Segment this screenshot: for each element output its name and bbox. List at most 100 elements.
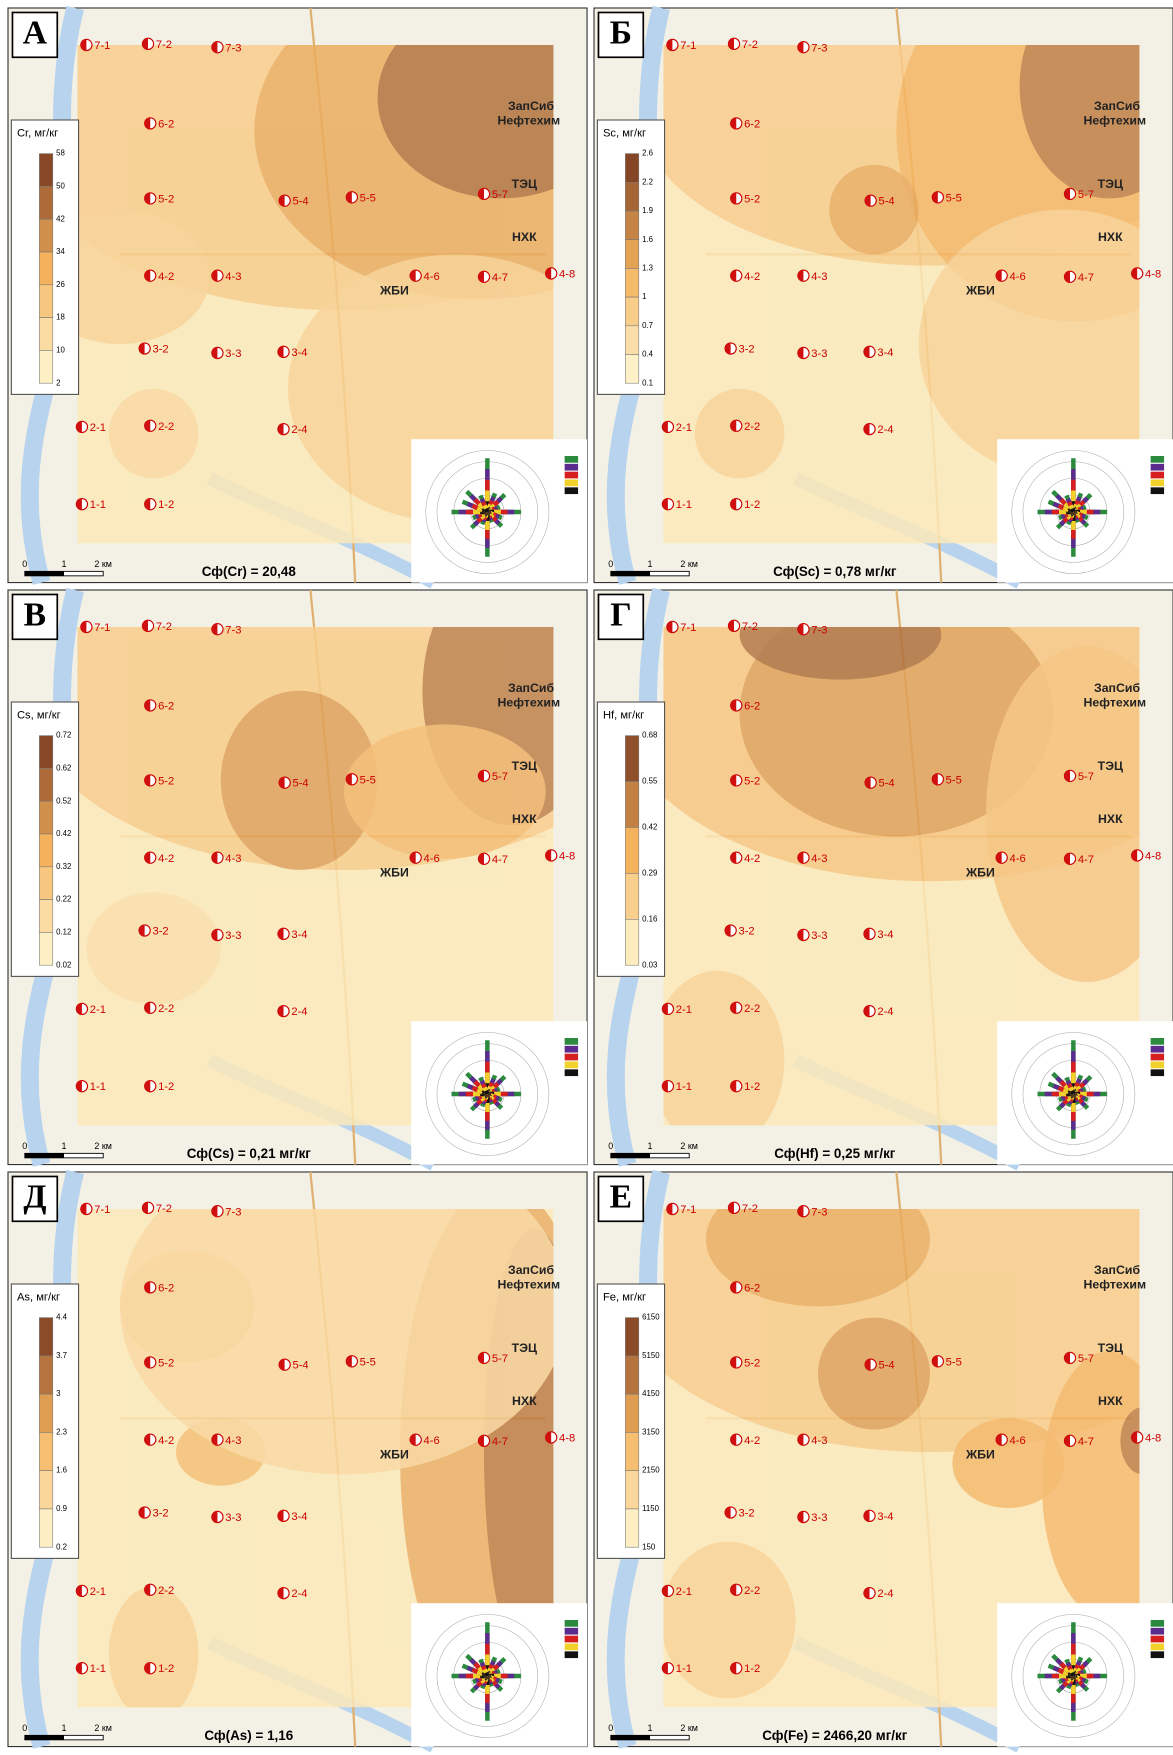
place-label: НХК	[1098, 1394, 1123, 1408]
sample-label: 1-1	[90, 1081, 106, 1093]
sample-label: 1-1	[90, 1663, 106, 1675]
legend-swatch	[625, 1318, 638, 1356]
sample-label: 3-3	[225, 1512, 241, 1524]
sample-label: 5-4	[878, 196, 894, 208]
wind-legend-swatch	[565, 472, 578, 479]
legend-tick: 2.2	[642, 177, 653, 186]
sample-label: 7-3	[811, 624, 827, 636]
sample-label: 6-2	[158, 118, 174, 130]
legend-swatch	[39, 1509, 52, 1547]
legend-title: Sc, мг/кг	[603, 127, 646, 139]
legend-tick: 0.4	[642, 350, 654, 359]
legend-tick: 0.62	[56, 763, 71, 772]
legend-title: Fe, мг/кг	[603, 1291, 646, 1303]
legend-swatch	[39, 768, 52, 801]
scale-bar-seg	[25, 1735, 64, 1739]
sample-label: 7-2	[156, 1203, 172, 1215]
formula: Сф(Cr) = 20,48	[202, 564, 297, 579]
scale-label: 0	[22, 1723, 27, 1733]
place-label: ЗапСиб	[1094, 681, 1140, 695]
place-label: ТЭЦ	[1098, 1341, 1123, 1355]
sample-label: 4-6	[424, 271, 440, 283]
sample-label: 7-2	[742, 1203, 758, 1215]
legend-tick: 1150	[642, 1504, 659, 1513]
legend-tick: 150	[642, 1542, 656, 1551]
place-label: ЖБИ	[965, 1448, 995, 1462]
sample-label: 3-3	[811, 1512, 827, 1524]
sample-label: 7-1	[680, 40, 696, 52]
scale-label: 2 км	[94, 1141, 112, 1151]
legend-swatch	[39, 900, 52, 933]
sample-label: 4-6	[1010, 271, 1026, 283]
sample-label: 3-2	[152, 926, 168, 938]
sample-label: 6-2	[744, 1282, 760, 1294]
wind-legend-swatch	[1151, 1636, 1164, 1643]
sample-label: 2-1	[676, 1586, 692, 1598]
place-label: ЖБИ	[379, 284, 409, 298]
scale-label: 1	[62, 1141, 67, 1151]
legend-swatch	[39, 154, 52, 187]
wind-legend-swatch	[565, 1046, 578, 1053]
legend-swatch	[625, 873, 638, 919]
contour-zone	[829, 165, 919, 255]
contour-zone	[818, 1318, 930, 1430]
sample-label: 5-5	[360, 1356, 376, 1368]
scale-label: 0	[608, 1723, 613, 1733]
sample-label: 1-2	[744, 1663, 760, 1675]
legend-tick: 50	[56, 181, 65, 190]
legend-swatch	[39, 186, 52, 219]
sample-label: 5-7	[1078, 1353, 1094, 1365]
sample-label: 6-2	[744, 700, 760, 712]
place-label: ЗапСиб	[1094, 99, 1140, 113]
legend-tick: 3	[56, 1389, 61, 1398]
place-label: ЗапСиб	[1094, 1263, 1140, 1277]
sample-label: 1-1	[676, 1081, 692, 1093]
sample-label: 7-2	[742, 39, 758, 51]
legend-tick: 0.2	[56, 1542, 67, 1551]
legend-tick: 0.22	[56, 895, 71, 904]
scale-label: 1	[62, 1723, 67, 1733]
wind-legend-swatch	[565, 1620, 578, 1627]
legend-swatch	[625, 1394, 638, 1432]
wind-legend-swatch	[1151, 472, 1164, 479]
map-panel: БSc, мг/кг2.62.21.91.61.310.70.40.17-17-…	[594, 0, 1173, 583]
sample-label: 2-2	[158, 1003, 174, 1015]
legend-swatch	[39, 834, 52, 867]
sample-label: 2-2	[744, 1003, 760, 1015]
legend-tick: 1.6	[642, 235, 654, 244]
sample-label: 2-4	[877, 1588, 893, 1600]
place-label: Нефтехим	[1084, 695, 1147, 709]
sample-label: 4-2	[744, 1435, 760, 1447]
wind-legend-swatch	[1151, 1628, 1164, 1635]
place-label: НХК	[1098, 812, 1123, 826]
place-label: Нефтехим	[498, 695, 561, 709]
sample-label: 1-2	[744, 1081, 760, 1093]
scale-label: 2 км	[680, 1723, 698, 1733]
sample-label: 7-3	[811, 42, 827, 54]
wind-legend-swatch	[1151, 1651, 1164, 1658]
sample-label: 3-3	[811, 930, 827, 942]
sample-label: 5-7	[1078, 189, 1094, 201]
place-label: ТЭЦ	[512, 1341, 537, 1355]
place-label: ЗапСиб	[508, 681, 554, 695]
panel-letter: Г	[610, 597, 631, 634]
sample-label: 4-7	[492, 1436, 508, 1448]
sample-label: 5-2	[158, 775, 174, 787]
wind-legend-swatch	[565, 1636, 578, 1643]
legend-swatch	[625, 1509, 638, 1547]
legend-tick: 1.6	[56, 1466, 68, 1475]
wind-legend-swatch	[565, 487, 578, 494]
formula: Сф(Fe) = 2466,20 мг/кг	[762, 1728, 908, 1743]
sample-label: 4-3	[811, 853, 827, 865]
sample-label: 7-3	[225, 1206, 241, 1218]
formula: Сф(Cs) = 0,21 мг/кг	[187, 1146, 312, 1161]
sample-label: 7-2	[156, 621, 172, 633]
sample-label: 4-3	[225, 853, 241, 865]
sample-label: 5-2	[158, 193, 174, 205]
legend-title: Hf, мг/кг	[603, 709, 644, 721]
sample-label: 7-2	[742, 621, 758, 633]
legend-tick: 2.6	[642, 149, 654, 158]
legend-tick: 58	[56, 149, 65, 158]
sample-label: 3-3	[225, 930, 241, 942]
legend-swatch	[39, 867, 52, 900]
